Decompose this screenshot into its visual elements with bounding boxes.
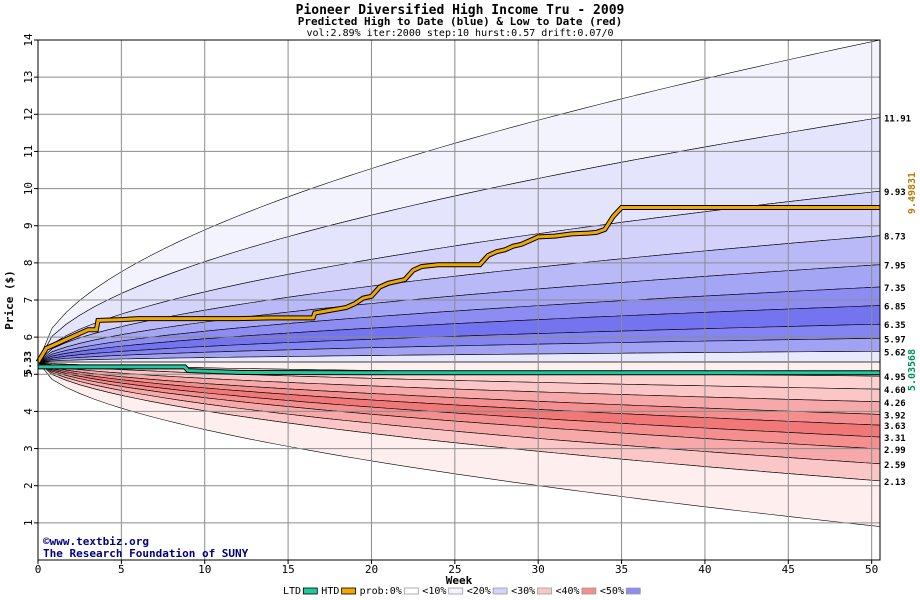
y-axis-label: Price ($) — [3, 270, 16, 330]
x-tick-label: 0 — [35, 563, 42, 576]
x-tick-label: 50 — [865, 563, 878, 576]
x-axis-label: Week — [446, 574, 473, 587]
legend-swatch — [341, 587, 357, 595]
legend-label: HTD — [321, 586, 339, 597]
series — [35, 205, 880, 376]
x-tick-label: 15 — [281, 563, 294, 576]
right-value-label: 2.59 — [884, 461, 906, 471]
x-tick-label: 10 — [198, 563, 211, 576]
x-tick-label: 25 — [448, 563, 461, 576]
right-value-label: 2.13 — [884, 478, 906, 488]
y-tick-label: 13 — [22, 71, 35, 84]
legend-swatch — [448, 587, 464, 595]
y-tick-label: 4 — [22, 408, 35, 415]
y-tick-label: 5 — [22, 371, 35, 378]
right-value-label: 3.92 — [884, 411, 906, 421]
htd-final-label: 9.49831 — [907, 172, 918, 214]
x-tick-label: 40 — [698, 563, 711, 576]
right-value-label: 2.99 — [884, 446, 906, 456]
right-value-label: 6.35 — [884, 321, 906, 331]
right-value-label: 5.62 — [884, 348, 906, 358]
footer-copyright: ©www.textbiz.org — [43, 535, 149, 548]
start-price-label: 5.33 — [23, 351, 34, 375]
right-value-label: 3.31 — [884, 434, 906, 444]
legend-swatch — [581, 587, 597, 595]
chart-subtitle: Predicted High to Date (blue) & Low to D… — [298, 15, 623, 28]
legend-label: prob:0% — [360, 586, 402, 597]
right-value-label: 4.60 — [884, 386, 906, 396]
legend-label: <20% — [467, 586, 491, 597]
legend-swatch — [625, 587, 641, 595]
legend-label: <30% — [511, 586, 535, 597]
legend-swatch — [302, 587, 318, 595]
y-tick-label: 14 — [22, 33, 35, 47]
legend-swatch — [403, 587, 419, 595]
y-tick-label: 1 — [22, 520, 35, 527]
y-tick-label: 6 — [22, 334, 35, 341]
legend: LTD HTD prob:0% <10% <20% <30% <40% <50% — [283, 586, 641, 597]
legend-swatch — [492, 587, 508, 595]
x-tick-label: 45 — [782, 563, 795, 576]
right-value-label: 4.95 — [884, 373, 906, 383]
legend-label: <40% — [556, 586, 580, 597]
right-value-label: 4.26 — [884, 399, 906, 409]
legend-swatch — [537, 587, 552, 595]
ltd-final-label: 5.03568 — [907, 349, 918, 391]
right-value-label: 11.91 — [884, 115, 911, 125]
y-tick-label: 2 — [22, 482, 35, 489]
chart-params: vol:2.89% iter:2000 step:10 hurst:0.57 d… — [306, 28, 613, 39]
y-tick-label: 8 — [22, 260, 35, 267]
right-value-label: 7.35 — [884, 284, 906, 294]
right-value-label: 9.93 — [884, 188, 906, 198]
y-tick-label: 9 — [22, 222, 35, 229]
y-tick-label: 10 — [22, 182, 35, 195]
legend-label: LTD — [283, 586, 301, 597]
x-tick-label: 30 — [532, 563, 545, 576]
right-value-labels: 11.91 9.93 8.73 7.95 7.35 6.85 6.35 5.97 5.62 4.9… — [884, 115, 911, 488]
chart-title: Pioneer Diversified High Income Tru - 20… — [296, 3, 625, 18]
footer-org: The Research Foundation of SUNY — [43, 547, 249, 560]
x-tick-label: 5 — [118, 563, 125, 576]
right-value-label: 8.73 — [884, 233, 906, 243]
legend-label: <50% — [600, 586, 624, 597]
right-value-label: 6.85 — [884, 303, 906, 313]
y-tick-label: 3 — [22, 445, 35, 452]
ltd-line — [38, 365, 880, 375]
y-tick-label: 12 — [22, 108, 35, 121]
y-tick-label: 11 — [22, 145, 35, 158]
right-value-label: 3.63 — [884, 422, 906, 432]
htd-line — [36, 206, 880, 363]
x-tick-label: 20 — [365, 563, 378, 576]
y-tick-label: 7 — [22, 297, 35, 304]
x-tick-label: 35 — [615, 563, 628, 576]
legend-label: <10% — [422, 586, 446, 597]
right-value-label: 7.95 — [884, 262, 906, 272]
right-value-label: 5.97 — [884, 335, 906, 345]
